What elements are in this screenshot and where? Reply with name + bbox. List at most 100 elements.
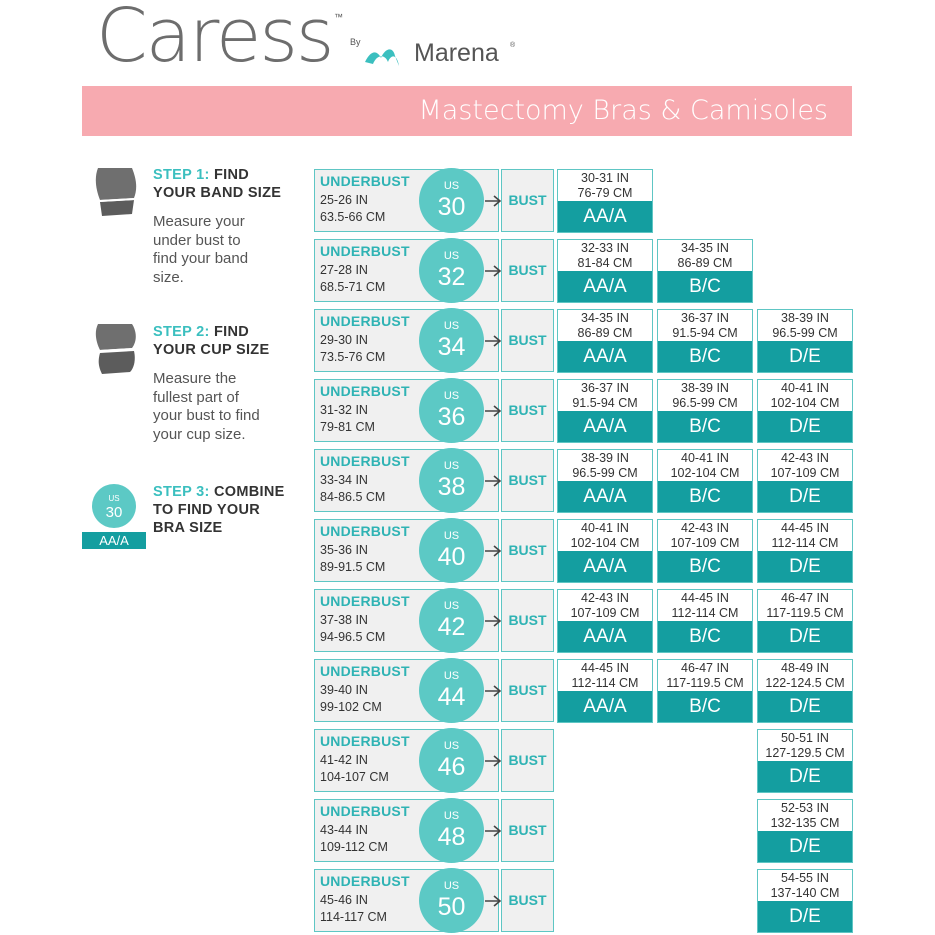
arrow-right-icon: [485, 405, 502, 417]
bust-centimeters: 117-119.5 CM: [666, 676, 744, 690]
band-size-badge: US 30: [419, 168, 484, 233]
band-size-number: 40: [437, 543, 466, 571]
cup-measure-icon: [95, 324, 136, 374]
underbust-label: UNDERBUST: [320, 733, 410, 749]
cup-size-cell: 36-37 IN 91.5-94 CM AA/A: [557, 379, 653, 443]
bust-inches: 42-43 IN: [681, 521, 729, 535]
bust-centimeters: 132-135 CM: [770, 816, 840, 830]
underbust-label: UNDERBUST: [320, 383, 410, 399]
underbust-inches: 25-26 IN: [320, 193, 368, 207]
bust-inches: 46-47 IN: [681, 661, 729, 675]
arrow-right-icon: [485, 265, 502, 277]
bust-label: BUST: [501, 519, 554, 582]
example-band-badge: US 30: [92, 484, 136, 528]
step-2-desc: Measure the fullest part of your bust to…: [153, 370, 260, 443]
band-us-label: US: [443, 880, 460, 892]
bust-label: BUST: [501, 169, 554, 232]
bust-label: BUST: [501, 449, 554, 512]
arrow-right-icon: [485, 335, 502, 347]
cup-size-cell: 38-39 IN 96.5-99 CM D/E: [757, 309, 853, 373]
cup-size-label: AA/A: [558, 341, 652, 372]
band-size-number: 42: [437, 613, 466, 641]
bust-inches: 32-33 IN: [581, 241, 629, 255]
underbust-label: UNDERBUST: [320, 593, 410, 609]
underbust-inches: 37-38 IN: [320, 613, 368, 627]
underbust-inches: 33-34 IN: [320, 473, 368, 487]
bust-label: BUST: [501, 309, 554, 372]
cup-size-cell: 38-39 IN 96.5-99 CM B/C: [657, 379, 753, 443]
cup-size-cell: 54-55 IN 137-140 CM D/E: [757, 869, 853, 933]
underbust-label: UNDERBUST: [320, 803, 410, 819]
cup-size-label: B/C: [658, 411, 752, 442]
step-1-desc: Measure your under bust to find your ban…: [153, 213, 249, 286]
underbust-centimeters: 73.5-76 CM: [320, 350, 386, 364]
cup-size-cell: 30-31 IN 76-79 CM AA/A: [557, 169, 653, 233]
underbust-centimeters: 63.5-66 CM: [320, 210, 386, 224]
band-size-number: 46: [437, 753, 466, 781]
cup-size-label: AA/A: [558, 621, 652, 652]
cup-size-cell: 34-35 IN 86-89 CM B/C: [657, 239, 753, 303]
cup-size-label: B/C: [658, 551, 752, 582]
bust-inches: 54-55 IN: [781, 871, 829, 885]
cup-size-label: AA/A: [558, 271, 652, 302]
band-us-label: US: [443, 740, 460, 752]
bust-inches: 42-43 IN: [781, 451, 829, 465]
band-us-label: US: [443, 530, 460, 542]
arrow-right-icon: [485, 895, 502, 907]
bust-inches: 40-41 IN: [581, 521, 629, 535]
bust-inches: 38-39 IN: [581, 451, 629, 465]
bust-inches: 52-53 IN: [781, 801, 829, 815]
title-banner: Mastectomy Bras & Camisoles: [82, 86, 852, 136]
underbust-centimeters: 99-102 CM: [320, 700, 382, 714]
band-size-number: 38: [437, 473, 466, 501]
bust-centimeters: 127-129.5 CM: [765, 746, 845, 760]
cup-size-label: B/C: [658, 691, 752, 722]
cup-size-label: D/E: [758, 341, 852, 372]
underbust-centimeters: 114-117 CM: [320, 910, 387, 924]
band-size-badge: US 46: [419, 728, 484, 793]
cup-size-cell: 46-47 IN 117-119.5 CM B/C: [657, 659, 753, 723]
bust-label: BUST: [501, 239, 554, 302]
underbust-label: UNDERBUST: [320, 243, 410, 259]
bust-centimeters: 96.5-99 CM: [572, 466, 638, 480]
bust-label: BUST: [501, 869, 554, 932]
arrow-right-icon: [485, 685, 502, 697]
brand-logo: Caress: [96, 0, 334, 79]
bust-inches: 38-39 IN: [681, 381, 729, 395]
bust-inches: 46-47 IN: [781, 591, 829, 605]
cup-size-cell: 44-45 IN 112-114 CM AA/A: [557, 659, 653, 723]
underbust-inches: 29-30 IN: [320, 333, 368, 347]
cup-size-label: D/E: [758, 481, 852, 512]
band-size-number: 36: [437, 403, 466, 431]
cup-size-cell: 50-51 IN 127-129.5 CM D/E: [757, 729, 853, 793]
marena-logo-icon: [365, 49, 399, 66]
cup-size-cell: 44-45 IN 112-114 CM D/E: [757, 519, 853, 583]
bust-centimeters: 107-109 CM: [570, 606, 640, 620]
bust-label: BUST: [501, 659, 554, 722]
page-title: Mastectomy Bras & Camisoles: [418, 95, 829, 126]
bust-centimeters: 112-114 CM: [571, 676, 639, 690]
bust-inches: 34-35 IN: [581, 311, 629, 325]
bust-inches: 44-45 IN: [681, 591, 729, 605]
cup-size-label: D/E: [758, 761, 852, 792]
band-us-label: US: [443, 320, 460, 332]
band-measure-icon: [95, 168, 137, 216]
arrow-right-icon: [485, 195, 502, 207]
bust-centimeters: 112-114 CM: [771, 536, 839, 550]
bust-centimeters: 102-104 CM: [670, 466, 740, 480]
underbust-inches: 43-44 IN: [320, 823, 368, 837]
underbust-inches: 39-40 IN: [320, 683, 368, 697]
underbust-centimeters: 79-81 CM: [320, 420, 375, 434]
band-us-label: US: [443, 180, 460, 192]
bust-centimeters: 91.5-94 CM: [572, 396, 638, 410]
cup-size-label: D/E: [758, 901, 852, 932]
cup-size-cell: 36-37 IN 91.5-94 CM B/C: [657, 309, 753, 373]
bust-centimeters: 102-104 CM: [770, 396, 840, 410]
band-size-badge: US 40: [419, 518, 484, 583]
cup-size-cell: 40-41 IN 102-104 CM AA/A: [557, 519, 653, 583]
cup-size-label: D/E: [758, 621, 852, 652]
step-2-title: STEP 2: FIND YOUR CUP SIZE: [153, 324, 270, 358]
arrow-right-icon: [485, 475, 502, 487]
band-size-badge: US 48: [419, 798, 484, 863]
bust-centimeters: 91.5-94 CM: [672, 326, 738, 340]
